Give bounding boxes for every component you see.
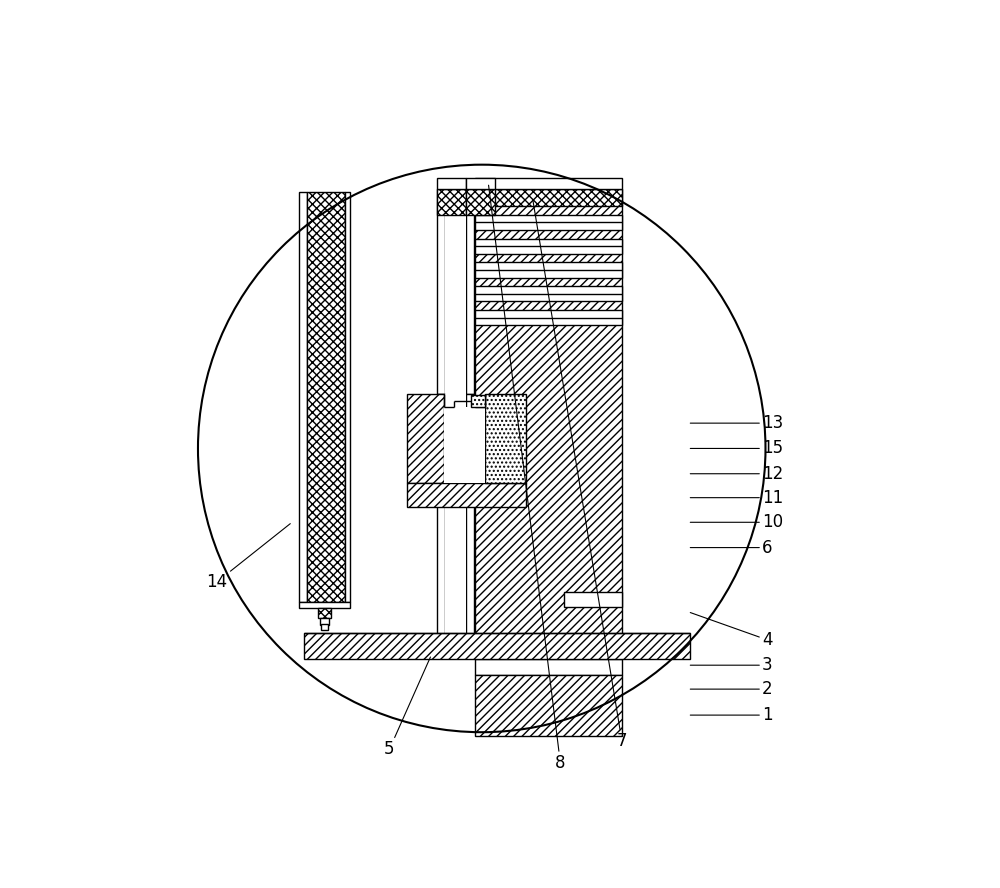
Bar [299, 602, 350, 607]
Text: 11: 11 [690, 488, 783, 507]
Bar [475, 659, 622, 676]
Bar [437, 178, 466, 188]
Bar [475, 178, 622, 188]
Bar [466, 393, 474, 657]
Bar [475, 188, 622, 206]
Bar [307, 192, 345, 602]
Text: 5: 5 [384, 657, 430, 758]
Bar [475, 263, 622, 278]
Bar [345, 192, 350, 602]
Bar [407, 393, 444, 483]
Bar [466, 178, 495, 188]
Bar [320, 618, 329, 625]
Text: 7: 7 [533, 201, 627, 750]
Bar [437, 393, 445, 657]
Bar [485, 393, 526, 483]
Bar [475, 239, 622, 254]
Text: 6: 6 [690, 539, 773, 557]
Bar [466, 188, 495, 215]
Text: 8: 8 [489, 186, 566, 772]
Text: 2: 2 [690, 680, 773, 698]
Text: 15: 15 [690, 440, 783, 457]
Bar [437, 188, 466, 215]
Text: 13: 13 [690, 414, 783, 432]
Bar [475, 287, 622, 301]
Bar [475, 188, 622, 657]
Bar [564, 592, 622, 607]
Bar [444, 408, 485, 483]
Bar [475, 215, 622, 230]
Bar [304, 633, 690, 659]
Bar [299, 192, 307, 602]
Bar [318, 607, 331, 618]
Bar [475, 676, 622, 735]
Text: 10: 10 [690, 513, 783, 531]
Text: 4: 4 [690, 613, 773, 649]
Bar [437, 188, 445, 393]
Bar [407, 483, 526, 506]
Bar [445, 188, 466, 393]
Bar [445, 393, 466, 657]
Bar [466, 188, 474, 393]
Bar [475, 310, 622, 325]
Text: 1: 1 [690, 706, 773, 724]
Text: 12: 12 [690, 464, 783, 483]
Bar [471, 395, 485, 408]
Bar [321, 624, 328, 630]
Text: 14: 14 [207, 524, 290, 591]
Text: 3: 3 [690, 656, 773, 674]
